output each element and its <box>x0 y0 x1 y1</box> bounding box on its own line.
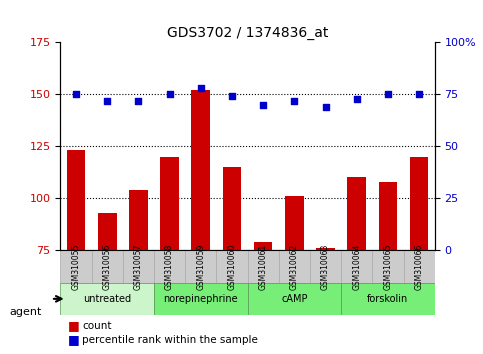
Bar <box>379 182 397 250</box>
Point <box>259 102 267 108</box>
Text: GSM310062: GSM310062 <box>290 243 299 290</box>
Text: GSM310060: GSM310060 <box>227 243 237 290</box>
Bar <box>67 150 85 250</box>
Bar <box>223 167 242 250</box>
Point <box>322 104 329 110</box>
Bar <box>129 190 148 250</box>
Bar <box>316 248 335 250</box>
Bar <box>285 196 304 250</box>
Bar <box>254 242 272 250</box>
Bar <box>247 250 279 282</box>
Bar <box>347 177 366 250</box>
Text: GSM310058: GSM310058 <box>165 243 174 290</box>
Bar <box>410 157 428 250</box>
Bar <box>160 157 179 250</box>
Bar <box>372 250 403 282</box>
Bar <box>310 250 341 282</box>
Text: GSM310061: GSM310061 <box>258 243 268 290</box>
Text: ■: ■ <box>68 319 79 332</box>
Text: GSM310057: GSM310057 <box>134 243 143 290</box>
Text: untreated: untreated <box>83 294 131 304</box>
Point <box>228 94 236 99</box>
Bar <box>341 250 372 282</box>
Bar <box>279 250 310 282</box>
Bar <box>123 250 154 282</box>
Text: ■: ■ <box>68 333 79 346</box>
Bar <box>341 282 435 315</box>
Text: GSM310059: GSM310059 <box>196 243 205 290</box>
Point <box>353 96 361 101</box>
Point <box>134 98 142 103</box>
Bar <box>154 250 185 282</box>
Point <box>290 98 298 103</box>
Text: GSM310066: GSM310066 <box>414 243 424 290</box>
Bar <box>191 90 210 250</box>
Bar <box>98 213 116 250</box>
Text: GSM310063: GSM310063 <box>321 243 330 290</box>
Bar <box>60 250 92 282</box>
Point <box>197 85 205 91</box>
Bar <box>247 282 341 315</box>
Bar <box>154 282 248 315</box>
Bar <box>92 250 123 282</box>
Text: norepinephrine: norepinephrine <box>163 294 238 304</box>
Text: agent: agent <box>10 307 42 316</box>
Text: cAMP: cAMP <box>281 294 308 304</box>
Bar <box>185 250 216 282</box>
Text: percentile rank within the sample: percentile rank within the sample <box>82 335 258 345</box>
Point <box>72 92 80 97</box>
Bar <box>403 250 435 282</box>
Text: GSM310065: GSM310065 <box>384 243 392 290</box>
Text: count: count <box>82 321 112 331</box>
Text: GSM310056: GSM310056 <box>103 243 112 290</box>
Bar <box>216 250 248 282</box>
Point <box>103 98 111 103</box>
Text: GSM310055: GSM310055 <box>71 243 81 290</box>
Point <box>415 92 423 97</box>
Text: GSM310064: GSM310064 <box>352 243 361 290</box>
Point <box>166 92 173 97</box>
Bar <box>60 282 154 315</box>
Text: forskolin: forskolin <box>367 294 409 304</box>
Title: GDS3702 / 1374836_at: GDS3702 / 1374836_at <box>167 26 328 40</box>
Point <box>384 92 392 97</box>
